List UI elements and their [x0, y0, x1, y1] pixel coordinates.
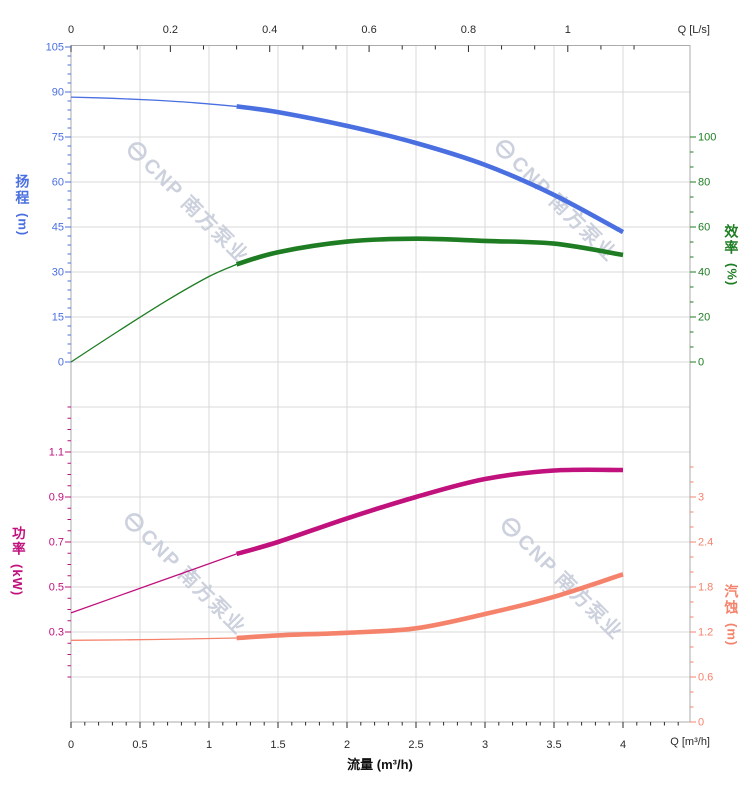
cnp-logo-icon [502, 518, 521, 537]
watermark-text: CNP 南方泵业 [139, 153, 255, 269]
efficiency-curve-thin [70, 263, 237, 363]
head-tick-label: 30 [52, 267, 64, 279]
cnp-logo-icon [128, 516, 140, 528]
power-axis-title: 功率 (kW) [9, 526, 25, 597]
x-bottom-tick-label: 1 [206, 739, 212, 751]
head-tick-label: 105 [46, 42, 64, 54]
power-tick-label: 0.9 [49, 492, 64, 504]
axes-layer [65, 45, 696, 728]
efficiency-axis-unit: (%) [724, 263, 740, 287]
bottom-axis-unit-label: Q [m³/h] [670, 736, 710, 748]
head-tick-label: 45 [52, 222, 64, 234]
tick-labels-layer: 0 0.2 0.4 0.6 0.8 10 0.5 1 1.5 2 2.5 3 3.5 4015304560… [46, 24, 717, 751]
plot-border [70, 45, 691, 723]
x-bottom-tick-label: 2 [344, 739, 350, 751]
eff-tick-label: 20 [698, 312, 710, 324]
npsh-axis-unit: (m) [724, 623, 740, 647]
power-tick-label: 0.7 [49, 537, 64, 549]
x-top-tick-label: 0.8 [461, 24, 476, 36]
head-curve-thick [236, 104, 625, 235]
eff-tick-label: 40 [698, 267, 710, 279]
head-tick-label: 60 [52, 177, 64, 189]
x-bottom-tick-label: 1.5 [270, 739, 285, 751]
head-axis-title-text: 扬程 [14, 174, 31, 206]
efficiency-axis-title-text: 效率 [723, 224, 740, 256]
cnp-logo-icon [505, 521, 517, 533]
x-bottom-tick-label: 0.5 [132, 739, 147, 751]
power-tick-label: 1.1 [49, 447, 64, 459]
npsh-tick-label: 1.8 [698, 582, 713, 594]
head-axis-title: 扬程 (m) [14, 174, 31, 237]
cnp-logo-icon [499, 143, 511, 155]
power-curve-thick [235, 467, 624, 557]
top-axis-unit-label: Q [L/s] [677, 24, 710, 36]
power-tick-label: 0.3 [49, 627, 64, 639]
npsh-axis-title-text: 汽蚀 [723, 584, 740, 616]
npsh-curve-thin [70, 637, 237, 641]
curves-layer [70, 96, 625, 641]
x-top-tick-label: 0.4 [262, 24, 277, 36]
npsh-axis-title: 汽蚀 (m) [723, 584, 740, 647]
npsh-tick-label: 1.2 [698, 627, 713, 639]
head-tick-label: 15 [52, 312, 64, 324]
power-curve-thin [70, 553, 237, 614]
efficiency-curve-thick [235, 236, 624, 267]
watermark-text: CNP 南方泵业 [136, 524, 252, 640]
eff-tick-label: 80 [698, 177, 710, 189]
cnp-logo-icon [128, 142, 147, 161]
watermark: CNP 南方泵业 [496, 140, 623, 267]
x-top-tick-label: 0.6 [361, 24, 376, 36]
head-tick-label: 90 [52, 87, 64, 99]
x-top-tick-label: 1 [565, 24, 571, 36]
x-bottom-tick-label: 0 [68, 739, 74, 751]
npsh-tick-label: 3 [698, 492, 704, 504]
cnp-logo-icon [496, 140, 515, 159]
eff-tick-label: 0 [698, 357, 704, 369]
npsh-tick-label: 2.4 [698, 537, 713, 549]
power-axis-title-text: 功率 [9, 526, 25, 557]
head-tick-label: 75 [52, 132, 64, 144]
efficiency-axis-title: 效率 (%) [723, 224, 740, 287]
watermark-text: CNP 南方泵业 [507, 151, 623, 267]
eff-tick-label: 100 [698, 132, 716, 144]
x-top-tick-label: 0 [68, 24, 74, 36]
x-bottom-tick-label: 2.5 [408, 739, 423, 751]
npsh-tick-label: 0.6 [698, 672, 713, 684]
x-top-tick-label: 0.2 [163, 24, 178, 36]
head-curve-thin [70, 96, 237, 108]
npsh-curve-thick [236, 572, 624, 641]
power-axis-unit: (kW) [9, 564, 25, 597]
x-bottom-tick-label: 4 [620, 739, 626, 751]
x-bottom-tick-label: 3 [482, 739, 488, 751]
cnp-logo-icon [131, 145, 143, 157]
power-tick-label: 0.5 [49, 582, 64, 594]
cnp-logo-icon [125, 513, 144, 532]
watermark: CNP 南方泵业 [128, 142, 255, 269]
eff-tick-label: 60 [698, 222, 710, 234]
npsh-tick-label: 0 [698, 717, 704, 729]
flow-axis-title: 流量 (m³/h) [347, 757, 413, 772]
head-axis-unit: (m) [15, 213, 31, 237]
head-tick-label: 0 [58, 357, 64, 369]
x-bottom-tick-label: 3.5 [546, 739, 561, 751]
